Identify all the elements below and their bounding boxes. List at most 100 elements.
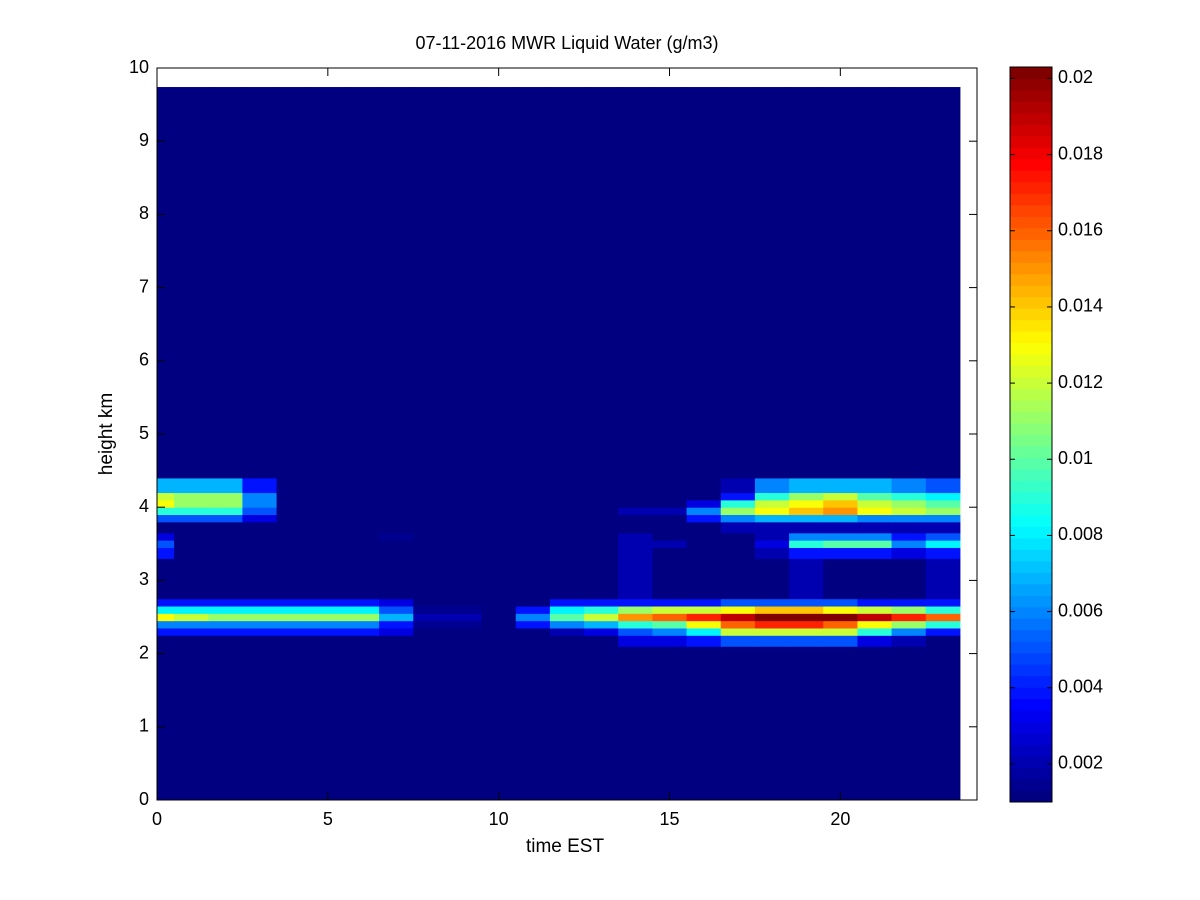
heatmap-cell <box>413 521 448 534</box>
heatmap-cell <box>720 627 756 636</box>
heatmap-cell <box>276 521 312 534</box>
heatmap-cell <box>891 477 927 494</box>
heatmap-cell <box>276 613 312 622</box>
heatmap-cell <box>242 627 278 636</box>
heatmap-cell <box>208 606 243 614</box>
heatmap-cell <box>584 627 619 636</box>
heatmap-cell <box>208 558 243 600</box>
heatmap-cell <box>584 87 619 479</box>
heatmap-cell <box>789 540 824 548</box>
heatmap-cell <box>208 499 243 508</box>
heatmap-cell <box>891 627 927 636</box>
heatmap-cell <box>310 477 346 494</box>
heatmap-cell <box>652 635 688 647</box>
heatmap-cell <box>618 646 653 800</box>
heatmap-cell <box>823 499 858 508</box>
heatmap-cell <box>174 620 209 629</box>
heatmap-cell <box>447 613 483 622</box>
heatmap-cell <box>925 477 961 494</box>
heatmap-cell <box>447 627 483 636</box>
heatmap-cell <box>242 492 278 501</box>
heatmap-cell <box>720 547 756 559</box>
heatmap-cell <box>515 598 551 607</box>
heatmap-cell <box>925 613 961 622</box>
heatmap-cell <box>174 540 209 548</box>
heatmap-cell <box>157 558 175 600</box>
heatmap-cell <box>515 635 551 647</box>
heatmap-cell <box>652 521 688 534</box>
heatmap-cell <box>276 532 312 541</box>
colorbar-swatch <box>1010 411 1052 424</box>
heatmap-cell <box>584 606 619 614</box>
heatmap-cell <box>515 87 551 479</box>
heatmap-cell <box>857 477 893 494</box>
colorbar-swatch <box>1010 744 1052 757</box>
heatmap-cell <box>789 620 824 629</box>
heatmap-cell <box>789 514 824 523</box>
colorbar-box <box>1009 66 1053 803</box>
heatmap-cell <box>344 514 380 523</box>
colorbar-swatch <box>1010 147 1052 160</box>
heatmap-cell <box>891 558 927 600</box>
heatmap-cell <box>652 547 688 559</box>
colorbar-swatch <box>1010 526 1052 539</box>
heatmap-cell <box>174 613 209 622</box>
colorbar-swatch <box>1010 296 1052 309</box>
heatmap-cell <box>242 507 278 516</box>
colorbar-swatch <box>1010 664 1052 677</box>
heatmap-cell <box>891 514 927 523</box>
colorbar-tick-label: 0.006 <box>1058 600 1103 620</box>
heatmap-cell <box>379 635 414 647</box>
colorbar-swatch <box>1010 572 1052 585</box>
heatmap-cell <box>208 613 243 622</box>
heatmap-cell <box>174 87 209 479</box>
heatmap-cell <box>891 547 927 559</box>
heatmap-cell <box>515 499 551 508</box>
heatmap-cell <box>310 635 346 647</box>
colorbar-swatch <box>1010 158 1052 171</box>
chart-title: 07-11-2016 MWR Liquid Water (g/m3) <box>415 33 718 53</box>
heatmap-cell <box>310 606 346 614</box>
heatmap-cell <box>242 532 278 541</box>
heatmap-cell <box>754 558 790 600</box>
colorbar-swatch <box>1010 170 1052 183</box>
heatmap-cell <box>584 635 619 647</box>
colorbar-swatch <box>1010 583 1052 596</box>
heatmap-cell <box>549 532 585 541</box>
heatmap-cell <box>584 521 619 534</box>
heatmap-cell <box>857 613 893 622</box>
heatmap-cell <box>310 627 346 636</box>
heatmap-cell <box>686 507 722 516</box>
heatmap-cell <box>925 558 961 600</box>
heatmap-cell <box>481 547 517 559</box>
heatmap-cell <box>891 87 927 479</box>
heatmap-cell <box>344 477 380 494</box>
heatmap-cell <box>857 492 893 501</box>
heatmap-cell <box>242 477 278 494</box>
heatmap-cell <box>925 646 961 800</box>
heatmap-cell <box>789 477 824 494</box>
heatmap-cell <box>276 598 312 607</box>
heatmap-cell <box>208 87 243 479</box>
heatmap-cell <box>584 514 619 523</box>
heatmap-cell <box>925 492 961 501</box>
heatmap-cell <box>789 613 824 622</box>
colorbar-swatch <box>1010 549 1052 562</box>
heatmap-cell <box>481 558 517 600</box>
heatmap-cell <box>584 540 619 548</box>
heatmap-cell <box>789 558 824 600</box>
heatmap-cell <box>618 598 653 607</box>
colorbar-swatch <box>1010 216 1052 229</box>
heatmap-cell <box>310 492 346 501</box>
heatmap-cell <box>447 646 483 800</box>
heatmap-cell <box>891 613 927 622</box>
heatmap-cell <box>481 477 517 494</box>
heatmap-cell <box>686 646 722 800</box>
heatmap-cell <box>584 620 619 629</box>
heatmap-cell <box>549 635 585 647</box>
heatmap-cell <box>549 558 585 600</box>
heatmap-cell <box>447 547 483 559</box>
heatmap-cell <box>481 499 517 508</box>
heatmap-cell <box>481 87 517 479</box>
colorbar-swatch <box>1010 710 1052 723</box>
